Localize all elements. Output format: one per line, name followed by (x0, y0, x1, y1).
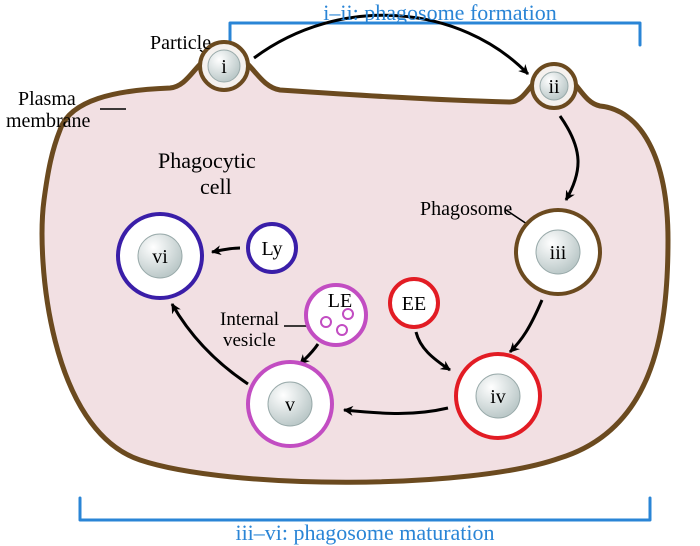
vesicle-vi: vi (118, 214, 202, 298)
label-membrane: membrane (6, 110, 90, 133)
vesicle-label-i: i (221, 56, 227, 78)
vesicle-label-Ly: Ly (261, 238, 282, 260)
vesicle-LE: LE (306, 285, 366, 345)
label-phagocytic: Phagocytic (158, 148, 256, 174)
vesicle-label-v: v (285, 394, 295, 416)
vesicle-label-iv: iv (490, 386, 506, 408)
label-plasma: Plasma (18, 88, 76, 111)
vesicle-iii: iii (516, 210, 600, 294)
stage-label-bottom: iii–vi: phagosome maturation (170, 520, 560, 546)
label-internal: Internal (220, 309, 279, 331)
vesicle-label-LE: LE (328, 290, 352, 312)
vesicle-v: v (248, 362, 332, 446)
vesicle-label-iii: iii (550, 242, 567, 264)
vesicle-EE: EE (390, 279, 438, 327)
vesicle-Ly: Ly (248, 224, 296, 272)
stage-label-top: i–ii: phagosome formation (260, 0, 620, 26)
diagram-svg: iiiiiiivEEvLyviLE (0, 0, 700, 545)
vesicle-label-ii: ii (548, 76, 560, 98)
vesicle-label-vi: vi (152, 246, 168, 268)
vesicle-ii: ii (532, 64, 576, 108)
diagram-stage: iiiiiiivEEvLyviLE i–ii: phagosome format… (0, 0, 700, 545)
label-cell: cell (200, 174, 232, 200)
bracket-bottom (80, 498, 650, 520)
label-vesicle: vesicle (223, 330, 276, 352)
label-phagosome: Phagosome (420, 198, 512, 221)
vesicle-iv: iv (456, 354, 540, 438)
label-particle: Particle (150, 32, 211, 55)
vesicle-label-EE: EE (402, 293, 426, 315)
